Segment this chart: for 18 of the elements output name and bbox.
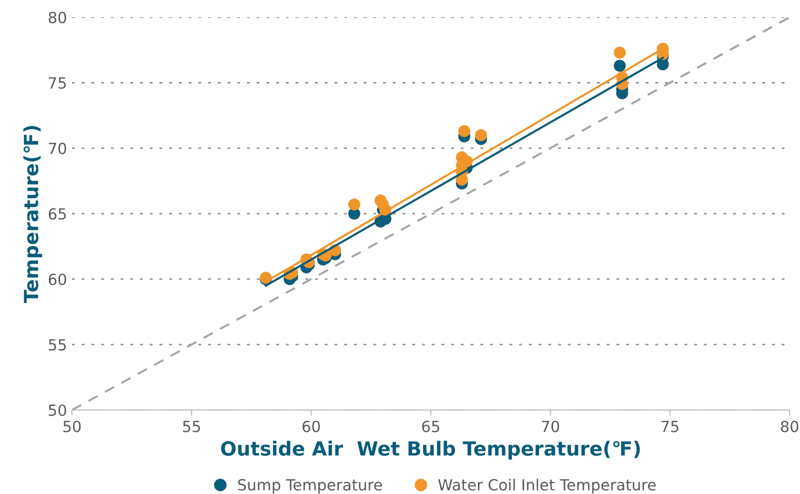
y-tick-label: 55 [48, 339, 66, 351]
x-axis-title: Outside Air Wet Bulb Temperature(℉) [221, 440, 640, 460]
y-tick-label: 50 [48, 404, 66, 416]
y-tick-label: 65 [48, 208, 66, 220]
legend-label: Sump Temperature [238, 479, 382, 494]
x-tick-label: 60 [302, 420, 320, 432]
x-tick-label: 75 [662, 420, 678, 432]
x-tick-label: 50 [63, 420, 81, 432]
y-tick-label: 60 [48, 274, 66, 286]
y-tick-label: 80 [48, 12, 66, 24]
x-tick-label: 80 [780, 420, 798, 432]
y-axis-title: Temperature(℉) [23, 126, 42, 303]
x-tick-label: 55 [183, 420, 200, 432]
legend-label: Water Coil Inlet Temperature [438, 478, 656, 494]
x-tick-label: 70 [542, 420, 560, 432]
x-tick-label: 65 [422, 420, 440, 432]
y-tick-label: 75 [48, 77, 66, 89]
y-tick-label: 70 [48, 142, 66, 154]
